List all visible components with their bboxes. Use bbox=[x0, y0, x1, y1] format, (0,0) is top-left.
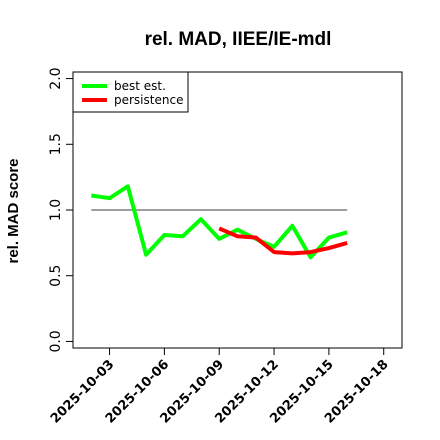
series-line-persistence bbox=[218, 226, 348, 256]
y-tick-label: 1.5 bbox=[48, 133, 64, 155]
y-axis-label: rel. MAD score bbox=[5, 158, 22, 263]
y-tick-label: 0.5 bbox=[48, 265, 64, 287]
legend-box bbox=[72, 71, 189, 113]
series-line-best-est bbox=[91, 184, 348, 260]
y-tick-label: 2.0 bbox=[48, 67, 64, 89]
legend-entry: persistence bbox=[114, 93, 183, 107]
y-tick-label: 0.0 bbox=[48, 330, 64, 352]
y-tick-label: 1.0 bbox=[48, 199, 64, 221]
legend-entry: best est. bbox=[114, 79, 166, 93]
chart-title: rel. MAD, IIEE/IE-mdl bbox=[145, 29, 332, 50]
